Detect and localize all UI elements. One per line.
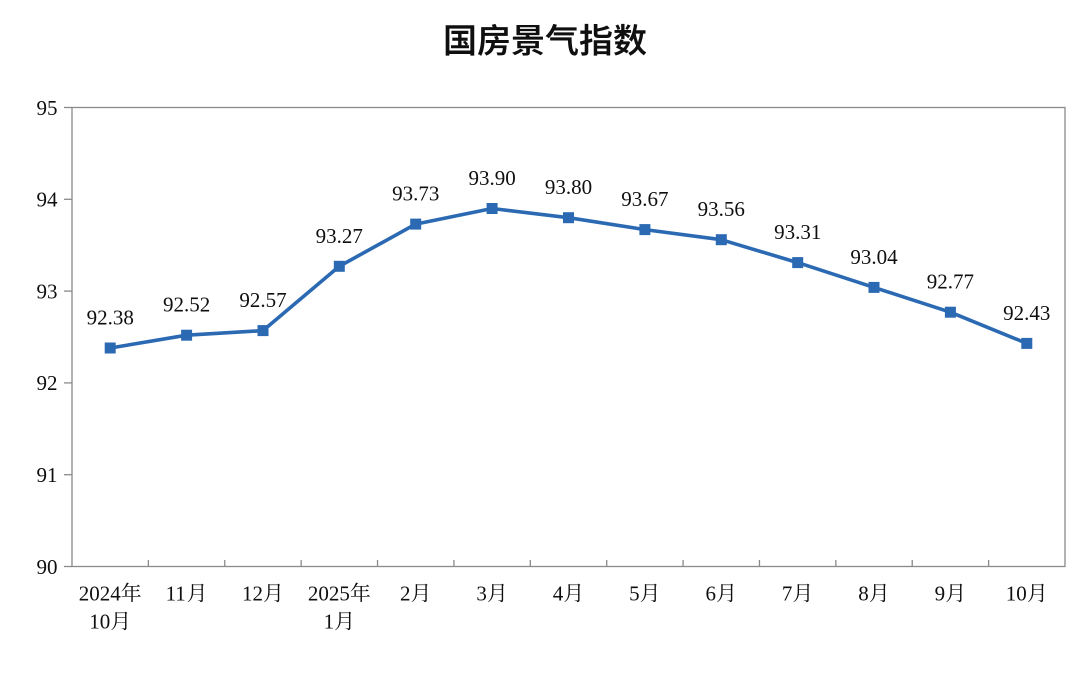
svg-text:11: 11 bbox=[166, 582, 186, 606]
svg-text:93.90: 93.90 bbox=[468, 166, 515, 190]
svg-text:6: 6 bbox=[706, 582, 717, 606]
svg-text:94: 94 bbox=[37, 188, 59, 212]
svg-text:93.04: 93.04 bbox=[850, 245, 898, 269]
svg-text:2024: 2024 bbox=[79, 582, 122, 606]
svg-text:10: 10 bbox=[89, 610, 110, 634]
svg-text:4: 4 bbox=[553, 582, 564, 606]
svg-text:95: 95 bbox=[37, 96, 58, 120]
svg-text:9: 9 bbox=[935, 582, 946, 606]
svg-text:93.73: 93.73 bbox=[392, 182, 439, 206]
svg-text:2: 2 bbox=[400, 582, 411, 606]
svg-text:3: 3 bbox=[476, 582, 487, 606]
svg-text:93.27: 93.27 bbox=[316, 224, 363, 248]
svg-text:93.31: 93.31 bbox=[774, 220, 821, 244]
svg-text:92.77: 92.77 bbox=[927, 270, 974, 294]
svg-text:92.57: 92.57 bbox=[239, 288, 286, 312]
svg-text:91: 91 bbox=[37, 463, 58, 487]
svg-text:93.56: 93.56 bbox=[698, 197, 745, 221]
svg-text:92.38: 92.38 bbox=[87, 306, 134, 330]
svg-text:7: 7 bbox=[782, 582, 793, 606]
svg-text:90: 90 bbox=[37, 555, 58, 579]
svg-text:92: 92 bbox=[37, 371, 58, 395]
svg-text:92.43: 92.43 bbox=[1003, 301, 1050, 325]
svg-text:10: 10 bbox=[1006, 582, 1027, 606]
svg-text:93: 93 bbox=[37, 279, 58, 303]
svg-text:2025: 2025 bbox=[308, 582, 350, 606]
svg-text:8: 8 bbox=[858, 582, 869, 606]
svg-text:1: 1 bbox=[324, 610, 335, 634]
svg-text:5: 5 bbox=[629, 582, 640, 606]
svg-text:93.80: 93.80 bbox=[545, 175, 592, 199]
svg-text:92.52: 92.52 bbox=[163, 293, 210, 317]
svg-text:12: 12 bbox=[242, 582, 263, 606]
svg-text:93.67: 93.67 bbox=[621, 187, 668, 211]
